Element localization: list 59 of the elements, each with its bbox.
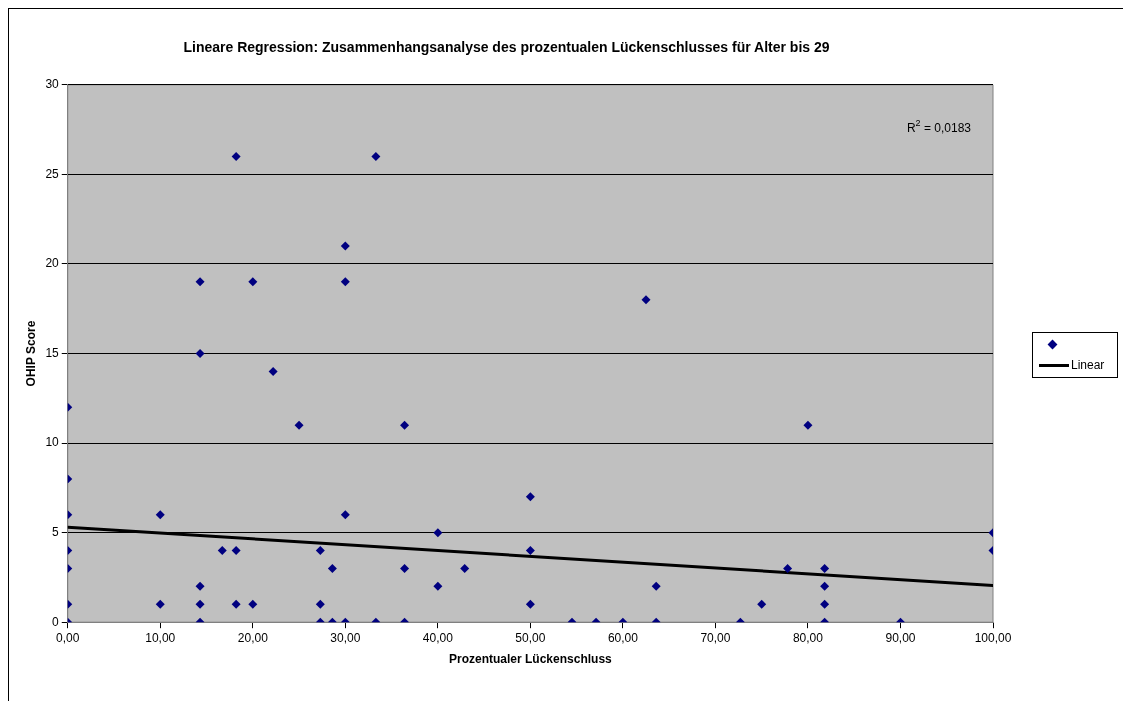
x-tick-label: 30,00 <box>330 630 361 645</box>
point <box>340 241 350 251</box>
y-tick-label: 0 <box>52 614 60 629</box>
point <box>248 599 258 609</box>
point <box>340 277 350 287</box>
point <box>327 563 337 573</box>
y-tick-label: 10 <box>45 435 60 450</box>
point <box>525 546 535 556</box>
y-tick-label: 20 <box>45 256 60 271</box>
point <box>315 599 325 609</box>
point <box>820 581 830 591</box>
point <box>803 420 813 430</box>
x-tick-label: 90,00 <box>885 630 916 645</box>
point <box>525 599 535 609</box>
y-tick-label: 30 <box>45 77 60 92</box>
x-tick-label: 40,00 <box>422 630 454 645</box>
point <box>371 151 381 161</box>
point <box>651 581 661 591</box>
chart-title: Lineare Regression: Zusammenhangsanalyse des prozentualen Lückenschlusses für Alter bis 29 <box>183 39 830 56</box>
point <box>217 546 227 556</box>
x-tick-label: 100,00 <box>974 630 1012 645</box>
x-axis-title: Prozentualer Lückenschluss <box>449 652 613 667</box>
point <box>460 563 470 573</box>
x-tick-label: 70,00 <box>700 630 731 645</box>
point <box>195 599 205 609</box>
y-tick-label: 5 <box>52 524 60 539</box>
point <box>248 277 258 287</box>
point <box>820 563 830 573</box>
y-axis-title: OHIP Score <box>23 320 38 387</box>
point <box>315 546 325 556</box>
x-tick-label: 20,00 <box>237 630 269 645</box>
point <box>400 420 410 430</box>
point <box>268 366 278 376</box>
point <box>155 599 165 609</box>
x-tick-label: 50,00 <box>515 630 546 645</box>
point <box>783 563 793 573</box>
point <box>820 599 830 609</box>
point <box>231 151 241 161</box>
point <box>231 599 241 609</box>
point <box>195 277 205 287</box>
point <box>231 546 241 556</box>
x-tick-label: 80,00 <box>792 630 824 645</box>
point <box>195 349 205 358</box>
y-tick-label: 25 <box>45 166 60 181</box>
point <box>340 510 350 520</box>
point <box>525 492 535 502</box>
point <box>433 581 443 591</box>
point <box>294 420 304 430</box>
point <box>155 510 165 520</box>
point <box>641 295 651 305</box>
point <box>400 563 410 573</box>
legend-label: Linear <box>1071 358 1106 372</box>
point <box>757 599 767 609</box>
point <box>195 581 205 591</box>
x-tick-label: 0,00 <box>56 630 80 645</box>
x-tick-label: 60,00 <box>607 630 639 645</box>
y-tick-label: 15 <box>45 345 60 360</box>
x-tick-label: 10,00 <box>145 630 176 645</box>
point <box>433 528 443 538</box>
